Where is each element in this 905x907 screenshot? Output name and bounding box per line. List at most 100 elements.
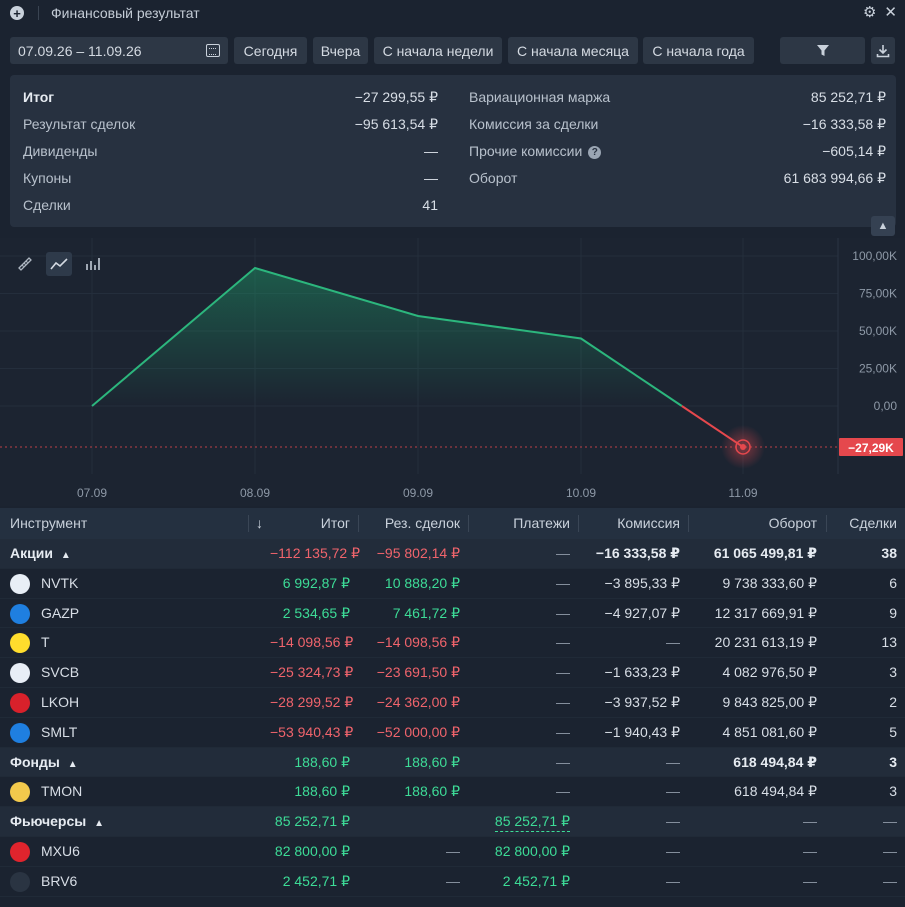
- table-row[interactable]: NVTK 6 992,87 ₽ 10 888,20 ₽ — −3 895,33 ₽ 9 7…: [0, 569, 905, 599]
- group-row[interactable]: Фонды ▲ 188,60 ₽ 188,60 ₽ — — 618 494,84 ₽ 3: [0, 747, 905, 778]
- cell-payments: —: [556, 753, 570, 770]
- cell-payments: —: [556, 574, 570, 591]
- cell-result: −24 362,00 ₽: [376, 693, 460, 710]
- month-to-date-button[interactable]: С начала месяца: [508, 37, 638, 64]
- instrument-logo-icon: [10, 871, 30, 892]
- table-body: Акции ▲ −112 135,72 ₽ −95 802,14 ₽ — −16 333…: [0, 539, 905, 897]
- cell-commission: −1 940,43 ₽: [604, 723, 680, 740]
- y-tick-label: 75,00K: [859, 287, 897, 301]
- bar-chart-tool[interactable]: [80, 252, 106, 276]
- instrument-logo-icon: [10, 633, 30, 654]
- week-to-date-button[interactable]: С начала недели: [374, 37, 502, 64]
- calendar-icon[interactable]: [206, 44, 220, 57]
- cell-result: 188,60 ₽: [404, 783, 460, 800]
- header-instrument[interactable]: Инструмент: [10, 515, 88, 531]
- cell-turnover: 618 494,84 ₽: [733, 753, 817, 770]
- cell-deals: 2: [889, 693, 897, 710]
- cell-total: −25 324,73 ₽: [270, 664, 354, 681]
- header-turnover[interactable]: Оборот: [768, 515, 817, 531]
- summary-margin: Вариационная маржа 85 252,71 ₽: [469, 87, 886, 107]
- summary-commission-value: −16 333,58 ₽: [802, 115, 886, 132]
- line-chart-icon: [50, 258, 68, 270]
- instrument-ticker[interactable]: BRV6: [41, 872, 78, 889]
- table-row[interactable]: T −14 098,56 ₽ −14 098,56 ₽ — — 20 231 613,19…: [0, 628, 905, 659]
- column-divider: [248, 515, 249, 532]
- table-row[interactable]: SVCB −25 324,73 ₽ −23 691,50 ₽ — −1 633,23 ₽…: [0, 658, 905, 688]
- table-row[interactable]: MXU6 82 800,00 ₽ — 82 800,00 ₽ — — —: [0, 837, 905, 867]
- header-deals[interactable]: Сделки: [849, 515, 897, 531]
- date-range-picker[interactable]: 07.09.26 – 11.09.26: [10, 37, 228, 64]
- line-chart-tool[interactable]: [46, 252, 72, 276]
- year-to-date-button[interactable]: С начала года: [643, 37, 754, 64]
- table-header: Инструмент ↓ Итог Рез. сделок Платежи Ко…: [0, 508, 905, 539]
- cell-total: −28 299,52 ₽: [270, 693, 354, 710]
- cell-payments[interactable]: 85 252,71 ₽: [472, 807, 570, 836]
- instrument-ticker[interactable]: LKOH: [41, 693, 80, 710]
- cell-total: 85 252,71 ₽: [274, 813, 350, 830]
- instrument-ticker[interactable]: NVTK: [41, 574, 79, 591]
- summary-commission: Комиссия за сделки −16 333,58 ₽: [469, 114, 886, 134]
- instrument-ticker[interactable]: TMON: [41, 783, 83, 800]
- help-icon[interactable]: ?: [588, 145, 602, 159]
- today-button[interactable]: Сегодня: [234, 37, 307, 64]
- filter-button[interactable]: [780, 37, 865, 64]
- cell-payments: —: [556, 723, 570, 740]
- table-row[interactable]: LKOH −28 299,52 ₽ −24 362,00 ₽ — −3 937,52 ₽…: [0, 688, 905, 718]
- cell-payments: —: [556, 634, 570, 651]
- y-tick-label: 25,00K: [859, 362, 897, 376]
- last-value-label: −27,29K: [848, 441, 894, 455]
- download-button[interactable]: [871, 37, 895, 64]
- cell-total: 2 534,65 ₽: [282, 604, 350, 621]
- bar-chart-icon: [86, 258, 100, 270]
- y-tick-label: 0,00: [874, 399, 898, 413]
- table-row[interactable]: GAZP 2 534,65 ₽ 7 461,72 ₽ — −4 927,07 ₽ 12 3…: [0, 599, 905, 629]
- cell-total: 188,60 ₽: [294, 783, 350, 800]
- sort-desc-icon[interactable]: ↓: [256, 515, 263, 531]
- summary-trades-result-label: Результат сделок: [23, 116, 136, 132]
- column-divider: [578, 515, 579, 532]
- instrument-ticker[interactable]: T: [41, 634, 50, 651]
- series-line-positive: [91, 266, 683, 407]
- header-result[interactable]: Рез. сделок: [384, 515, 460, 531]
- instrument-ticker[interactable]: GAZP: [41, 604, 80, 621]
- table-row[interactable]: BRV6 2 452,71 ₽ — 2 452,71 ₽ — — —: [0, 867, 905, 897]
- header-payments[interactable]: Платежи: [513, 515, 570, 531]
- cell-deals: —: [883, 842, 897, 859]
- instrument-ticker[interactable]: MXU6: [41, 842, 80, 859]
- cell-turnover: 9 843 825,00 ₽: [722, 693, 817, 710]
- summary-other-fees-label: Прочие комиссии?: [469, 143, 602, 159]
- chevron-up-icon: ▲: [94, 818, 104, 830]
- group-label[interactable]: Акции ▲: [10, 539, 71, 568]
- group-row[interactable]: Фьючерсы ▲ 85 252,71 ₽ 85 252,71 ₽ — — —: [0, 807, 905, 837]
- gear-icon[interactable]: ⚙: [862, 4, 877, 21]
- cell-deals: 3: [889, 783, 897, 800]
- group-name: Фьючерсы: [10, 813, 87, 830]
- chart-tools: [12, 252, 106, 276]
- cell-commission: —: [666, 783, 680, 800]
- date-range-value: 07.09.26 – 11.09.26: [18, 42, 142, 59]
- cell-deals: 13: [881, 634, 897, 651]
- table-row[interactable]: TMON 188,60 ₽ 188,60 ₽ — — 618 494,84 ₽ 3: [0, 777, 905, 808]
- cell-payments: —: [556, 664, 570, 681]
- column-divider: [688, 515, 689, 532]
- group-label[interactable]: Фонды ▲: [10, 748, 78, 777]
- collapse-summary-button[interactable]: ▲: [871, 216, 895, 236]
- header-total[interactable]: Итог: [320, 515, 350, 531]
- yesterday-button[interactable]: Вчера: [313, 37, 368, 64]
- add-widget-icon[interactable]: +: [10, 6, 24, 21]
- instrument-ticker[interactable]: SMLT: [41, 723, 78, 740]
- ruler-tool[interactable]: [12, 252, 38, 276]
- cell-deals: 5: [889, 723, 897, 740]
- close-icon[interactable]: ✕: [884, 4, 897, 21]
- cell-commission: —: [666, 813, 680, 830]
- group-label[interactable]: Фьючерсы ▲: [10, 807, 104, 836]
- summary-dividends-value: —: [424, 143, 438, 159]
- instrument-ticker[interactable]: SVCB: [41, 664, 80, 681]
- instrument-logo-icon: [10, 841, 30, 862]
- group-row[interactable]: Акции ▲ −112 135,72 ₽ −95 802,14 ₽ — −16 333…: [0, 539, 905, 569]
- cell-commission: —: [666, 634, 680, 651]
- instrument-logo-icon: [10, 603, 30, 624]
- table-row[interactable]: SMLT −53 940,43 ₽ −52 000,00 ₽ — −1 940,43 ₽…: [0, 718, 905, 748]
- header-commission[interactable]: Комиссия: [617, 515, 680, 531]
- download-icon: [876, 44, 890, 57]
